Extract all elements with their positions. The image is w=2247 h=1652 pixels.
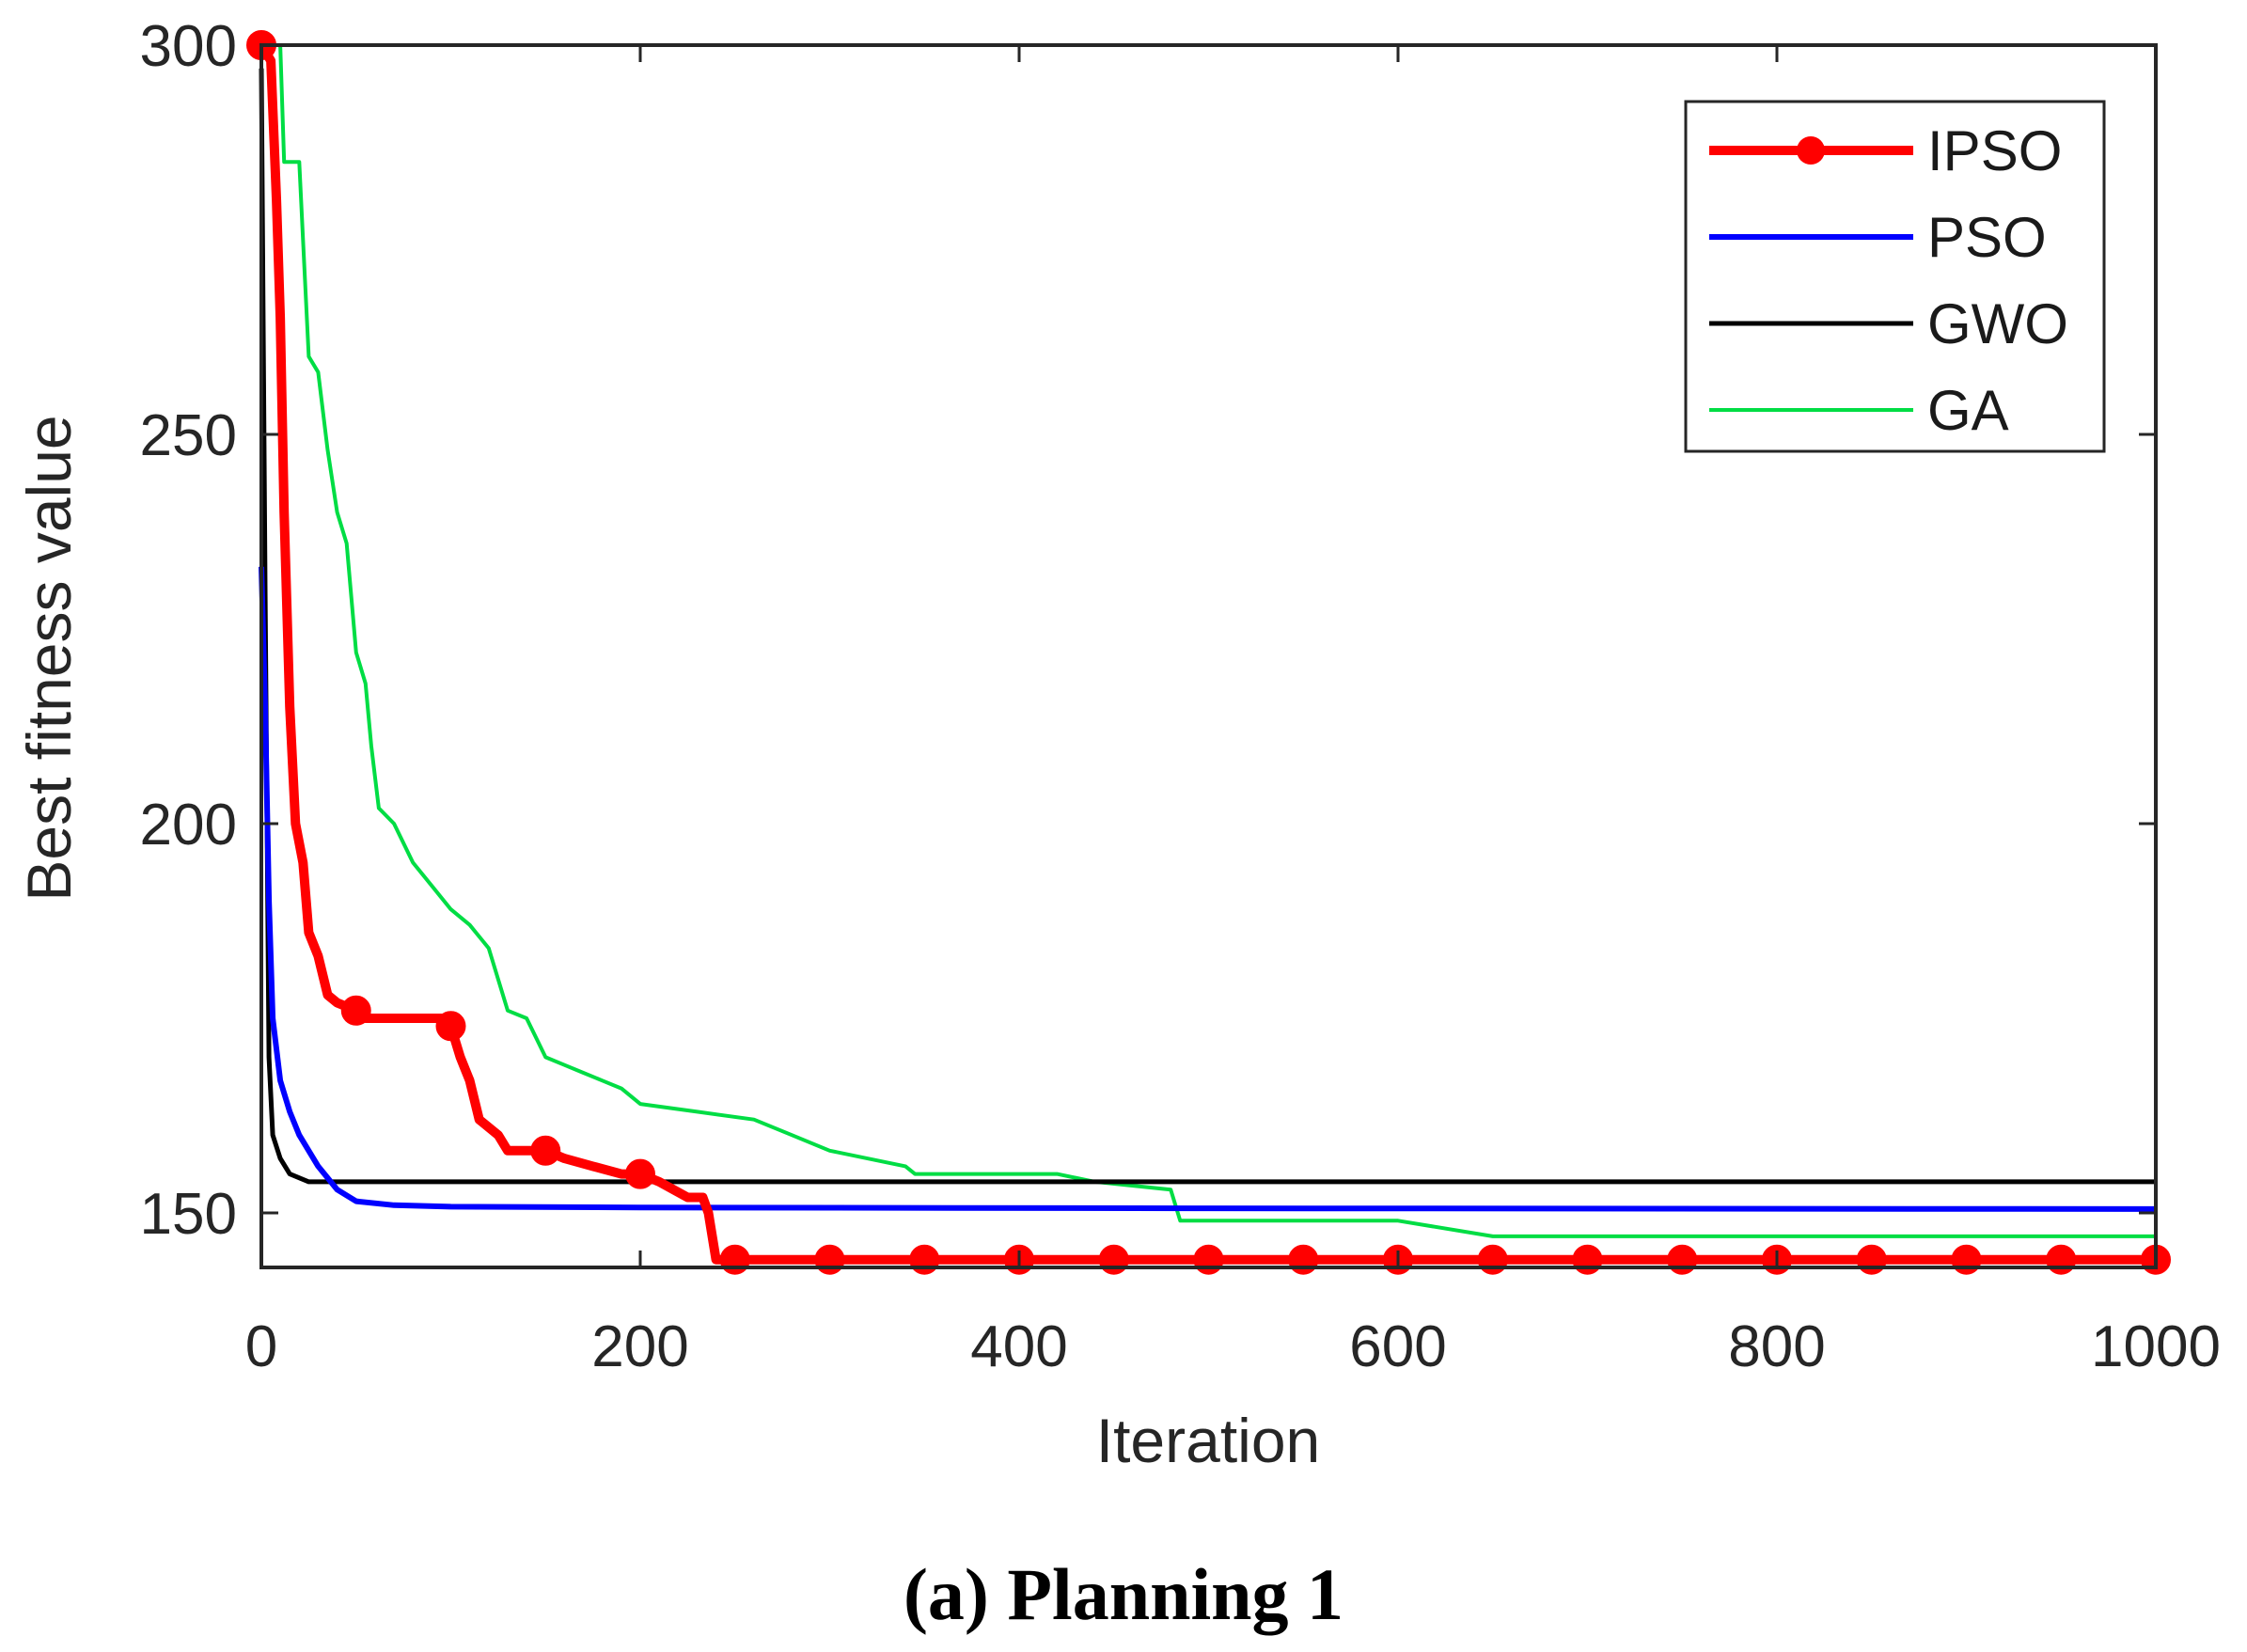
series-marker-ipso bbox=[909, 1244, 940, 1275]
series-marker-ipso bbox=[1098, 1244, 1129, 1275]
legend-label-pso: PSO bbox=[1927, 206, 2047, 269]
series-marker-ipso bbox=[340, 995, 371, 1026]
x-tick-label: 200 bbox=[591, 1314, 688, 1379]
series-marker-ipso bbox=[1667, 1244, 1698, 1275]
legend-marker-ipso bbox=[1797, 136, 1825, 165]
series-marker-ipso bbox=[625, 1158, 655, 1189]
x-tick-label: 400 bbox=[970, 1314, 1067, 1379]
legend-label-ipso: IPSO bbox=[1927, 119, 2062, 182]
series-line-pso bbox=[259, 566, 2157, 1212]
ticks-layer: 0 200 400 600 800 1000 150 200 250 300 bbox=[140, 14, 2221, 1379]
series-marker-ipso bbox=[1477, 1244, 1508, 1275]
y-tick-label: 150 bbox=[140, 1182, 237, 1247]
legend-box bbox=[1684, 100, 2106, 453]
series-marker-ipso bbox=[814, 1244, 845, 1275]
legend-label-gwo: GWO bbox=[1927, 292, 2068, 355]
y-axis-label: Best fitness value bbox=[14, 415, 84, 901]
series-marker-ipso bbox=[719, 1244, 750, 1275]
series-marker-ipso bbox=[1288, 1244, 1319, 1275]
plot-frame bbox=[259, 43, 2158, 1269]
legend-items: IPSO PSO GWO GA bbox=[1709, 119, 2068, 442]
series-marker-ipso bbox=[1193, 1244, 1224, 1275]
legend: IPSO PSO GWO GA bbox=[1684, 100, 2106, 453]
series-marker-ipso bbox=[530, 1135, 561, 1166]
series-line-ga bbox=[261, 43, 2156, 1238]
x-tick-label: 1000 bbox=[2091, 1314, 2221, 1379]
series-marker-ipso bbox=[1951, 1244, 1982, 1275]
series-layer bbox=[246, 30, 2171, 1275]
y-tick-label: 200 bbox=[140, 793, 237, 857]
x-tick-label: 0 bbox=[245, 1314, 277, 1379]
y-tick-label: 300 bbox=[140, 14, 237, 79]
x-tick-label: 800 bbox=[1728, 1314, 1825, 1379]
figure-caption: (a) Planning 1 bbox=[904, 1553, 1343, 1635]
y-tick-label: 250 bbox=[140, 403, 237, 468]
x-tick-label: 600 bbox=[1349, 1314, 1446, 1379]
series-marker-ipso bbox=[2046, 1244, 2077, 1275]
series-marker-ipso bbox=[435, 1011, 466, 1042]
series-marker-ipso bbox=[1856, 1244, 1887, 1275]
x-axis-label: Iteration bbox=[1096, 1406, 1320, 1475]
series-marker-ipso bbox=[1572, 1244, 1603, 1275]
legend-label-ga: GA bbox=[1927, 379, 2009, 442]
